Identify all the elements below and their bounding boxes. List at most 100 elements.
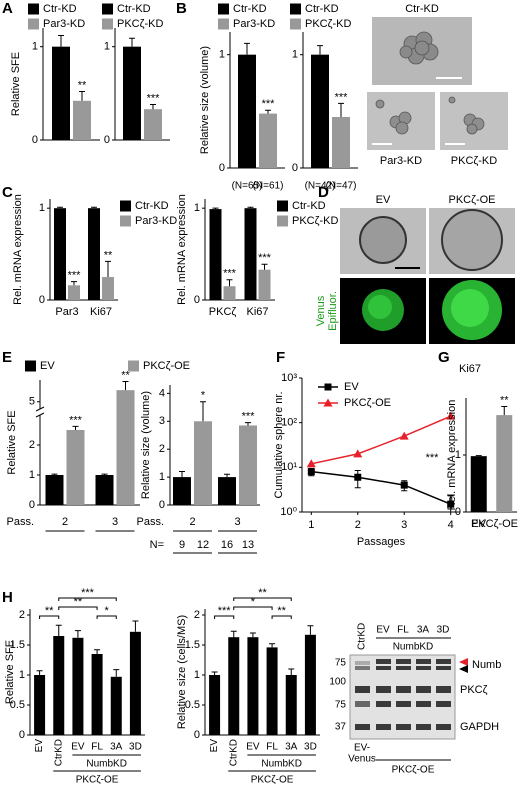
error-bar xyxy=(247,206,254,209)
error-bar xyxy=(230,630,237,638)
panel-letter: B xyxy=(176,0,187,17)
image-label: Ctr-KD xyxy=(405,3,439,15)
significance-bracket xyxy=(271,615,292,619)
bar xyxy=(311,54,329,168)
legend-label: Ctr-KD xyxy=(135,200,169,212)
mw-marker: 100 xyxy=(329,677,346,688)
bar xyxy=(52,46,70,140)
point xyxy=(306,459,316,468)
y-tick-label: 0.5 xyxy=(185,699,200,711)
lane-label: FL xyxy=(397,625,409,636)
bands xyxy=(355,659,451,730)
bar xyxy=(223,286,236,300)
y-tick-label: 2 xyxy=(194,609,200,621)
legend-label: Ctr-KD xyxy=(43,3,77,15)
chart-title: Ki67 xyxy=(459,363,481,375)
error-bar xyxy=(179,471,185,478)
n-label: 12 xyxy=(197,539,209,551)
y-axis-title: Relative size (volume) xyxy=(140,391,152,499)
y-tick-label: 0 xyxy=(219,162,225,174)
band-label: PKCζ xyxy=(460,684,488,696)
x-tick-label: PKCζ xyxy=(209,306,237,318)
mw-marker: 75 xyxy=(335,700,347,711)
sphere xyxy=(368,295,392,319)
x-tick-label: Ki67 xyxy=(246,306,268,318)
error-bar xyxy=(261,263,268,270)
significance: ** xyxy=(258,587,267,599)
y-tick-label: 5 xyxy=(29,396,35,408)
error-bar xyxy=(57,206,63,209)
line xyxy=(311,470,451,505)
legend-label: EV xyxy=(40,360,55,372)
bar xyxy=(72,637,84,735)
legend-label: Ctr-KD xyxy=(233,3,267,15)
legend-marker xyxy=(324,383,332,391)
y-tick-label: 1 xyxy=(292,49,298,61)
point xyxy=(400,481,408,489)
y-tick-label: 10³ xyxy=(281,372,297,384)
band-label: Numb xyxy=(472,659,501,671)
y-tick-label: 1.5 xyxy=(185,639,200,651)
sphere xyxy=(375,99,412,135)
significance-bracket xyxy=(58,606,98,610)
y-tick-label: 0 xyxy=(39,294,45,306)
legend-label: PKCζ-OE xyxy=(344,397,391,409)
lane-label: CtrKD xyxy=(357,623,368,650)
image-label: Par3-KD xyxy=(380,155,422,167)
x-axis-title: Passages xyxy=(357,536,406,548)
error-bar xyxy=(249,632,256,638)
x-tick-label: CtrKD xyxy=(228,739,239,766)
bar xyxy=(304,634,316,735)
bar xyxy=(123,46,141,140)
bar xyxy=(194,421,212,505)
y-axis-title: Relative SFE xyxy=(6,410,18,474)
x-tick-label: 3D xyxy=(304,742,317,753)
significance: *** xyxy=(335,91,349,103)
panel-letter: H xyxy=(2,589,13,606)
bar xyxy=(239,425,257,505)
control-label: Venus xyxy=(348,754,376,765)
y-tick-label: 1 xyxy=(29,469,35,481)
significance: *** xyxy=(218,605,232,617)
n-label: 13 xyxy=(242,539,254,551)
category-title: Pass. xyxy=(136,516,164,528)
bar xyxy=(209,675,221,735)
n-label: (N=61) xyxy=(253,181,284,192)
error-bar xyxy=(132,620,139,632)
y-axis-title: Cumulative sphere nr. xyxy=(273,392,285,499)
sphere xyxy=(448,96,485,135)
x-tick-label: Par3 xyxy=(55,306,78,318)
bar xyxy=(209,209,222,300)
panel-letter: E xyxy=(2,349,12,366)
legend-swatch xyxy=(290,18,301,30)
legend-swatch xyxy=(102,18,113,30)
legend-label: Par3-KD xyxy=(233,18,275,30)
y-tick-label: 2 xyxy=(159,443,165,455)
significance: *** xyxy=(242,411,256,423)
significance: ** xyxy=(74,596,83,608)
group-label: NumbKD xyxy=(86,759,127,770)
bar xyxy=(53,636,65,735)
legend-swatch xyxy=(277,215,288,227)
n-label: (N=42) xyxy=(305,181,336,192)
bar xyxy=(238,54,256,168)
image-label: PKCζ-OE xyxy=(448,194,495,206)
y-tick-label: 1 xyxy=(19,669,25,681)
bar xyxy=(68,285,80,300)
legend-swatch xyxy=(218,3,229,15)
bar xyxy=(496,415,513,512)
legend-label: PKCζ-KD xyxy=(117,18,163,30)
image-label: EV xyxy=(376,194,391,206)
bar xyxy=(116,390,135,505)
point xyxy=(353,449,363,458)
bar xyxy=(247,637,259,735)
legend-marker xyxy=(323,398,333,407)
bar xyxy=(332,117,350,168)
legend-label: PKCζ-KD xyxy=(305,18,351,30)
bar xyxy=(470,456,487,512)
bar xyxy=(88,208,100,300)
x-tick-label: EV xyxy=(246,742,260,753)
y-tick-label: 4 xyxy=(159,387,165,399)
y-tick-label: 1 xyxy=(194,669,200,681)
control-label: EV- xyxy=(354,743,370,754)
